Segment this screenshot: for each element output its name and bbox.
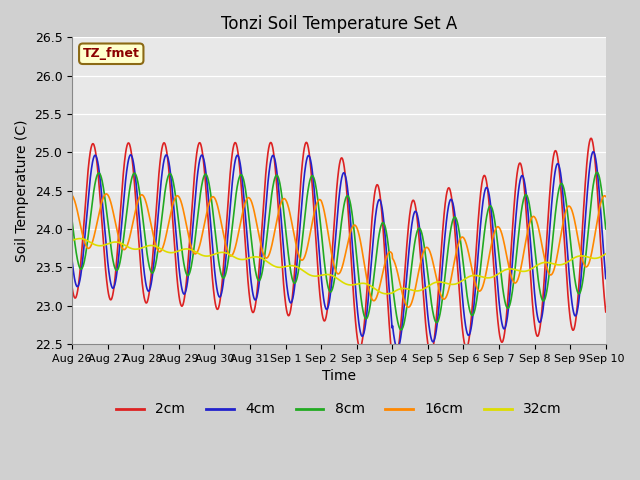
32cm [247, 254, 255, 260]
32cm [68, 238, 76, 243]
32cm [76, 236, 84, 241]
16cm [188, 244, 195, 250]
4cm [422, 293, 429, 299]
4cm [589, 149, 597, 155]
16cm [404, 304, 412, 310]
2cm [391, 358, 399, 363]
4cm [602, 276, 609, 281]
32cm [188, 247, 195, 252]
8cm [422, 256, 429, 262]
2cm [68, 285, 76, 290]
32cm [174, 248, 182, 254]
16cm [102, 191, 110, 197]
2cm [246, 301, 254, 307]
2cm [492, 291, 499, 297]
Line: 16cm: 16cm [72, 194, 605, 307]
4cm [68, 258, 76, 264]
4cm [174, 253, 182, 259]
Text: TZ_fmet: TZ_fmet [83, 47, 140, 60]
8cm [492, 224, 499, 230]
2cm [187, 221, 195, 227]
4cm [539, 309, 547, 315]
4cm [394, 346, 401, 351]
32cm [383, 291, 390, 297]
8cm [174, 212, 182, 218]
16cm [540, 248, 547, 254]
8cm [68, 218, 76, 224]
Title: Tonzi Soil Temperature Set A: Tonzi Soil Temperature Set A [221, 15, 457, 33]
32cm [422, 285, 430, 290]
16cm [422, 245, 430, 251]
8cm [593, 169, 601, 175]
2cm [587, 135, 595, 141]
2cm [602, 309, 609, 315]
32cm [540, 260, 547, 265]
8cm [187, 266, 195, 272]
4cm [492, 258, 499, 264]
2cm [422, 324, 429, 329]
16cm [492, 226, 500, 231]
16cm [174, 193, 182, 199]
2cm [174, 283, 182, 289]
Legend: 2cm, 4cm, 8cm, 16cm, 32cm: 2cm, 4cm, 8cm, 16cm, 32cm [111, 397, 567, 422]
Line: 2cm: 2cm [72, 138, 605, 360]
Line: 32cm: 32cm [72, 239, 605, 294]
8cm [539, 298, 547, 303]
8cm [397, 327, 405, 333]
4cm [187, 248, 195, 253]
32cm [602, 251, 609, 257]
32cm [492, 273, 500, 278]
16cm [68, 192, 76, 198]
4cm [246, 273, 254, 279]
Line: 8cm: 8cm [72, 172, 605, 330]
16cm [602, 193, 609, 199]
16cm [247, 197, 255, 203]
Y-axis label: Soil Temperature (C): Soil Temperature (C) [15, 120, 29, 262]
8cm [602, 226, 609, 232]
Line: 4cm: 4cm [72, 152, 605, 348]
X-axis label: Time: Time [322, 369, 356, 383]
8cm [246, 229, 254, 235]
2cm [539, 298, 547, 303]
